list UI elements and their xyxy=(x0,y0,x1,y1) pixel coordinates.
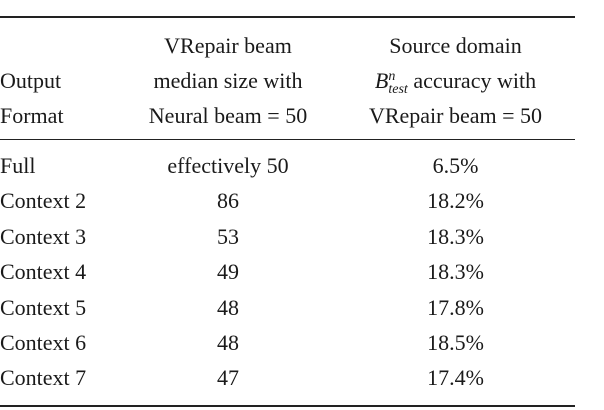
cell-format: Context 5 xyxy=(0,294,87,320)
table-row: Context 2 86 18.2% xyxy=(0,183,575,218)
header-output: Output xyxy=(0,68,62,93)
cell-accuracy: 18.3% xyxy=(427,259,484,285)
cell-accuracy: 17.4% xyxy=(427,365,484,391)
cell-accuracy: 6.5% xyxy=(432,153,479,178)
cell-format: Context 7 xyxy=(0,365,87,391)
math-sub: test xyxy=(388,81,408,97)
cell-format: Full xyxy=(0,153,36,178)
math-b: B xyxy=(374,68,389,93)
header-format: Format xyxy=(0,103,64,128)
cell-beam-size: 48 xyxy=(217,294,239,320)
header-beam-line3: Neural beam = 50 xyxy=(148,103,308,128)
cell-accuracy: 17.8% xyxy=(427,294,484,320)
top-rule xyxy=(0,16,575,18)
cell-beam-size: effectively 50 xyxy=(167,153,289,178)
table-row: Context 4 49 18.3% xyxy=(0,254,575,289)
header-beam-line1: VRepair beam xyxy=(164,33,292,58)
header-beam-line2: median size with xyxy=(153,68,303,93)
cell-format: Context 4 xyxy=(0,259,87,285)
cell-format: Context 2 xyxy=(0,188,87,214)
cell-beam-size: 48 xyxy=(217,329,239,355)
header-acc-text: accuracy with xyxy=(407,68,537,93)
cell-beam-size: 86 xyxy=(217,188,239,214)
cell-beam-size: 53 xyxy=(217,223,239,249)
table-row: Context 3 53 18.3% xyxy=(0,219,575,254)
cell-accuracy: 18.5% xyxy=(427,329,484,355)
math-sup: n xyxy=(388,68,396,84)
bottom-rule xyxy=(0,405,575,407)
cell-accuracy: 18.2% xyxy=(427,188,484,214)
cell-accuracy: 18.3% xyxy=(427,223,484,249)
table-row: Full effectively 50 6.5% xyxy=(0,148,575,183)
cell-format: Context 6 xyxy=(0,329,87,355)
header-acc-line1: Source domain xyxy=(389,33,522,58)
table-row: Context 5 48 17.8% xyxy=(0,290,575,325)
mid-rule xyxy=(0,139,575,141)
cell-format: Context 3 xyxy=(0,223,87,249)
header-acc-line3: VRepair beam = 50 xyxy=(368,103,543,128)
table-row: Context 6 48 18.5% xyxy=(0,325,575,360)
table-body: Full effectively 50 6.5% Context 2 86 18.2% Co… xyxy=(0,148,575,396)
table-row: Context 7 47 17.4% xyxy=(0,360,575,395)
cell-beam-size: 49 xyxy=(217,259,239,285)
cell-beam-size: 47 xyxy=(217,365,239,391)
